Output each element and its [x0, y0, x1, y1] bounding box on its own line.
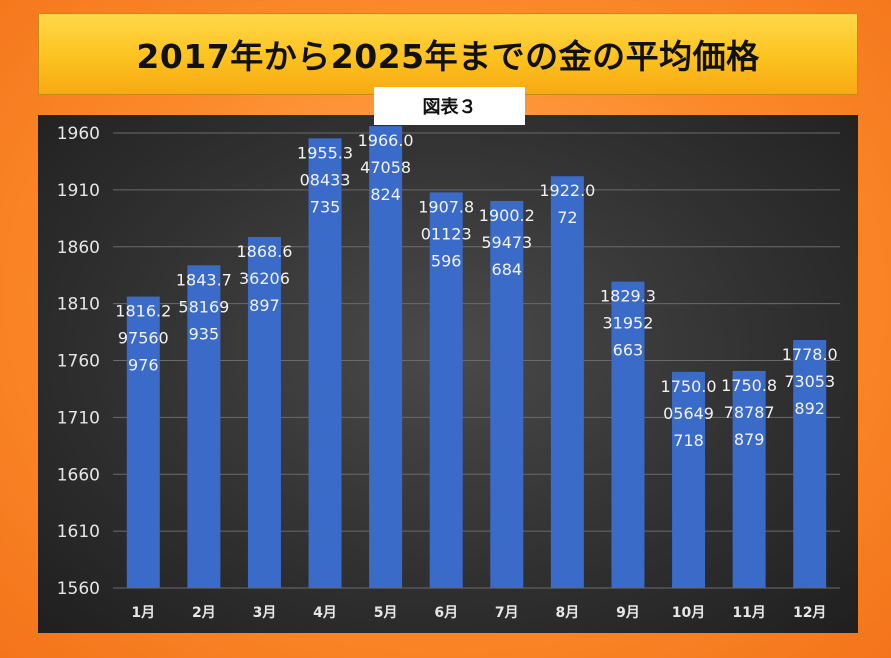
y-tick-label: 1660: [57, 465, 100, 485]
x-tick-label: 12月: [793, 605, 826, 621]
data-label: 58169: [178, 297, 229, 316]
figure-label: 図表３: [374, 87, 525, 125]
data-label: 935: [189, 324, 220, 343]
data-label: 976: [128, 356, 159, 375]
data-label: 1750.8: [721, 376, 777, 395]
bar: [187, 265, 221, 588]
data-label: 01123: [421, 224, 472, 243]
y-tick-label: 1710: [57, 408, 100, 428]
bar: [429, 192, 463, 588]
data-label: 1907.8: [418, 197, 474, 216]
bar: [793, 340, 827, 588]
data-label: 1868.6: [236, 242, 292, 261]
data-label: 47058: [360, 158, 411, 177]
x-tick-label: 11月: [732, 605, 765, 621]
data-label: 892: [794, 399, 825, 418]
x-tick-label: 10月: [672, 605, 705, 621]
chart-title: 2017年から2025年までの金の平均価格: [136, 37, 760, 76]
x-tick-label: 5月: [374, 605, 398, 621]
data-label: 1750.0: [661, 377, 717, 396]
x-tick-label: 1月: [131, 605, 155, 621]
chart-panel: 1560 1610 1660 1710 1760 1810 1860 1910 1960 1816…: [38, 115, 858, 633]
bar: [369, 126, 403, 589]
bar: [308, 138, 342, 588]
y-tick-label: 1960: [57, 124, 100, 144]
x-tick-label: 7月: [495, 605, 519, 621]
x-tick-label: 4月: [313, 605, 337, 621]
data-label: 31952: [603, 314, 654, 333]
data-label: 59473: [481, 233, 532, 252]
bar: [672, 371, 706, 588]
data-label: 97560: [118, 329, 169, 348]
x-tick-label: 6月: [434, 605, 458, 621]
data-label: 824: [370, 185, 401, 204]
x-tick-label: 3月: [253, 605, 277, 621]
title-banner: 2017年から2025年までの金の平均価格: [38, 13, 858, 95]
y-tick-label: 1560: [57, 579, 100, 599]
data-label: 08433: [300, 170, 351, 189]
bar: [247, 236, 281, 588]
data-label: 1922.0: [539, 181, 595, 200]
data-label: 73053: [784, 372, 835, 391]
data-label: 78787: [724, 403, 775, 422]
y-tick-label: 1860: [57, 238, 100, 258]
data-label: 596: [431, 251, 462, 270]
data-label: 1966.0: [358, 131, 414, 150]
x-tick-label: 2月: [192, 605, 216, 621]
data-label: 1900.2: [479, 206, 535, 225]
data-label: 663: [613, 341, 644, 360]
data-label: 897: [249, 296, 280, 315]
data-label: 684: [492, 260, 523, 279]
bar-chart: 1560 1610 1660 1710 1760 1810 1860 1910 1960 1816…: [57, 124, 840, 621]
data-label: 72: [557, 208, 577, 227]
data-label: 05649: [663, 404, 714, 423]
y-tick-label: 1810: [57, 295, 100, 315]
x-tick-label: 8月: [556, 605, 580, 621]
data-label: 1843.7: [176, 270, 232, 289]
data-label: 735: [310, 197, 341, 216]
bar: [611, 281, 645, 588]
bar: [550, 176, 584, 588]
data-label: 36206: [239, 269, 290, 288]
bar: [126, 296, 160, 588]
y-tick-label: 1610: [57, 522, 100, 542]
data-label: 879: [734, 430, 765, 449]
data-label: 1816.2: [115, 302, 171, 321]
bar: [732, 370, 766, 588]
y-tick-label: 1910: [57, 181, 100, 201]
data-label: 718: [673, 431, 704, 450]
bar: [490, 201, 524, 588]
x-tick-label: 9月: [616, 605, 640, 621]
y-tick-label: 1760: [57, 352, 100, 372]
data-label: 1829.3: [600, 287, 656, 306]
data-label: 1778.0: [782, 345, 838, 364]
data-label: 1955.3: [297, 143, 353, 162]
